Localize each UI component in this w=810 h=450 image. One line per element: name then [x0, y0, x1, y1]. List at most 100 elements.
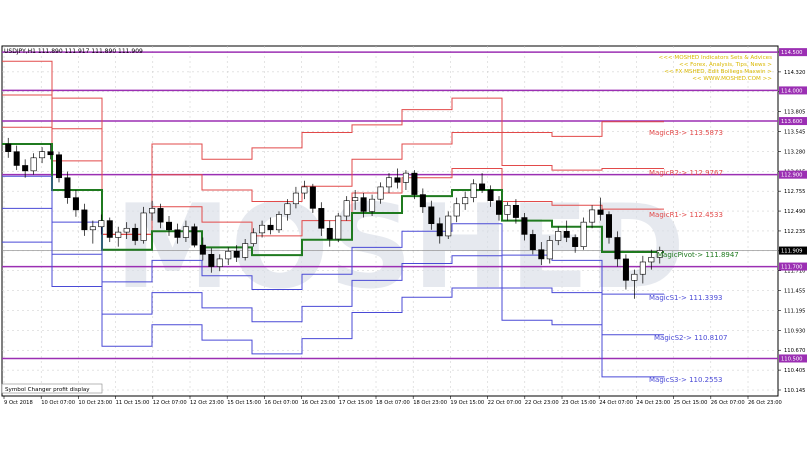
candlestick: [512, 199, 519, 224]
candlestick: [538, 242, 545, 266]
candlestick: [5, 137, 12, 158]
candle-body: [428, 206, 435, 224]
candle-body: [5, 143, 12, 152]
candlestick: [411, 170, 418, 200]
info-line-4: << WWW.MOSHED.COM >>: [692, 76, 772, 82]
candlestick: [55, 151, 63, 183]
time-tick-label: 12 Oct 23:00: [190, 400, 224, 406]
time-scale: 9 Oct 2018 10 Oct 07:00 10 Oct 23:00 11 Oct…: [3, 396, 782, 406]
candlestick: [555, 226, 562, 246]
candlestick: [445, 211, 452, 239]
candle-body: [436, 223, 443, 237]
candle-body: [165, 221, 173, 231]
candle-body: [242, 243, 249, 258]
candle-body: [318, 208, 325, 229]
info-line-1: <<< MOSHED Indicators Sets & Advices: [659, 55, 773, 61]
status-text: Symbol Changer profit display: [5, 387, 90, 393]
candlestick: [106, 217, 113, 243]
candlestick: [487, 185, 494, 207]
price-tick-label: 111.455: [784, 289, 805, 295]
candlestick: [335, 212, 342, 243]
candlestick: [123, 222, 130, 239]
level-price-label: 113.600: [781, 119, 802, 125]
candle-body: [369, 198, 376, 212]
candlestick: [385, 173, 393, 194]
candle-body: [326, 227, 333, 240]
candle-body: [453, 203, 460, 217]
candle-body: [182, 226, 189, 238]
candle-body: [39, 151, 46, 159]
candlestick: [275, 211, 283, 233]
candle-body: [191, 226, 198, 246]
level-price-label: 114.500: [781, 50, 802, 56]
label-s1: MagicS1-> 111.3393: [649, 294, 722, 302]
candlestick: [479, 173, 486, 194]
candlestick: [360, 193, 367, 218]
candlestick: [504, 202, 511, 221]
candlestick: [572, 234, 579, 253]
candlestick: [149, 200, 156, 221]
candle-body: [419, 194, 426, 208]
candlestick: [284, 199, 291, 221]
candle-body: [512, 204, 519, 218]
candle-body: [174, 229, 181, 238]
candlestick: [259, 220, 266, 238]
candlestick: [64, 171, 71, 204]
candle-body: [385, 177, 393, 188]
candlestick: [115, 226, 122, 247]
candle-body: [529, 234, 536, 251]
info-line-2: << Forex, Analysis, Tips, News >: [679, 62, 772, 68]
time-tick-label: 25 Oct 15:00: [674, 400, 708, 406]
candle-body: [563, 231, 570, 238]
candle-body: [470, 183, 477, 198]
candle-body: [546, 240, 553, 260]
candlestick: [47, 144, 54, 160]
candle-body: [208, 254, 215, 267]
time-tick-label: 10 Oct 23:00: [78, 400, 112, 406]
candle-body: [605, 214, 613, 238]
candle-body: [123, 227, 130, 233]
price-tick-label: 113.805: [784, 110, 805, 116]
time-tick-label: 18 Oct 07:00: [376, 400, 410, 406]
candlestick: [631, 269, 638, 299]
candlestick: [22, 159, 29, 178]
candlestick: [191, 223, 198, 248]
candlestick: [563, 220, 570, 243]
candle-body: [394, 177, 401, 183]
candlestick: [419, 188, 426, 213]
candle-body: [656, 250, 663, 258]
candle-body: [597, 209, 604, 215]
time-tick-label: 24 Oct 23:00: [636, 400, 670, 406]
candlestick: [81, 203, 88, 236]
candle-body: [495, 200, 503, 215]
candle-body: [631, 273, 638, 281]
candle-body: [614, 237, 621, 260]
candle-body: [479, 183, 486, 191]
candlestick: [605, 211, 613, 244]
candle-body: [292, 192, 299, 205]
candle-body: [106, 220, 113, 238]
candlestick: [132, 223, 139, 246]
time-tick-label: 15 Oct 15:00: [227, 400, 261, 406]
candlestick: [309, 183, 316, 213]
candlestick: [233, 245, 240, 262]
level-price-box: [779, 86, 807, 95]
candlestick: [622, 254, 629, 290]
candle-body: [411, 172, 418, 195]
price-tick-label: 113.545: [784, 130, 805, 136]
time-tick-label: 16 Oct 23:00: [302, 400, 336, 406]
candlestick: [199, 237, 206, 261]
candlestick: [597, 197, 604, 221]
price-tick-label: 111.710: [784, 269, 805, 275]
time-tick-label: 18 Oct 23:00: [413, 400, 447, 406]
pivot-line-p: [2, 143, 664, 257]
candle-body: [580, 221, 587, 247]
time-tick-label: 22 Oct 23:00: [525, 400, 559, 406]
price-tick-label: 110.405: [784, 368, 805, 374]
candlestick: [98, 214, 105, 235]
candlestick: [546, 235, 553, 264]
level-price-label: 112.900: [781, 173, 802, 179]
candlestick: [394, 168, 401, 189]
candle-body: [622, 258, 629, 281]
